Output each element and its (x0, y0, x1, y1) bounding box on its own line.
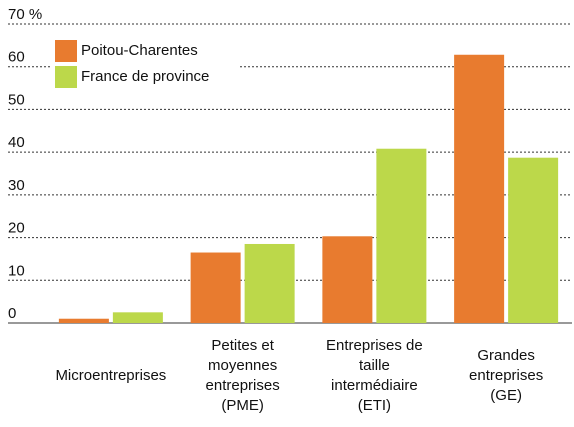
x-tick-label: Petites et moyennes entreprises (PME) (205, 337, 280, 414)
x-tick-label: Microentreprises (55, 367, 167, 384)
bar (454, 54, 505, 324)
y-tick-label: 50 (8, 91, 25, 108)
bar (508, 157, 559, 323)
legend-swatch (55, 66, 77, 88)
bar (58, 318, 109, 323)
y-tick-label: 20 (8, 220, 25, 237)
y-tick-label: 30 (8, 177, 25, 194)
bar (112, 312, 163, 323)
y-tick-label: 0 (8, 305, 16, 322)
legend-label: Poitou-Charentes (81, 42, 198, 59)
legend-background (50, 36, 240, 94)
legend-swatch (55, 40, 77, 62)
x-tick-label: Entreprises de taille intermédiaire (ETI… (326, 337, 423, 414)
y-tick-label: 60 (8, 49, 25, 66)
bar (376, 148, 427, 323)
y-tick-label: 70 % (8, 6, 42, 23)
bar (190, 252, 241, 323)
y-tick-label: 40 (8, 134, 25, 151)
bar (244, 243, 295, 323)
x-tick-label: Grandes entreprises (GE) (469, 347, 544, 404)
bar (322, 236, 373, 323)
legend-label: France de province (81, 68, 209, 85)
y-tick-label: 10 (8, 262, 25, 279)
